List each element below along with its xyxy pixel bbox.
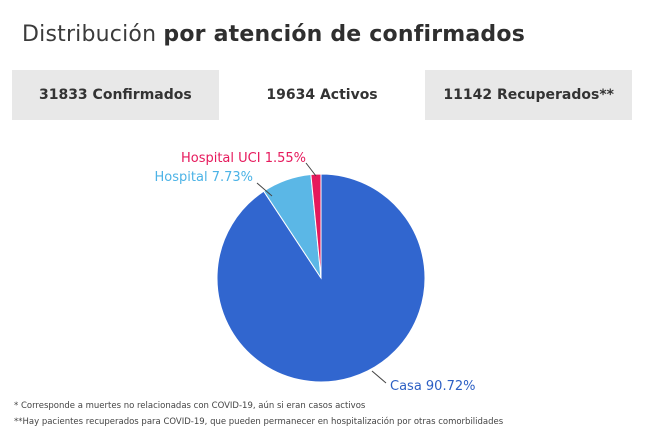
- data-label-hospital: Hospital 7.73%: [155, 170, 253, 185]
- chart-title: Distribución por atención de confirmados: [22, 22, 525, 47]
- pie-slice-hospital-uci: [310, 173, 322, 279]
- data-label-casa: Casa 90.72%: [390, 379, 475, 394]
- footnote-1: * Corresponde a muertes no relacionadas …: [14, 401, 366, 411]
- leader-line-hospital-uci: [305, 162, 317, 177]
- pie-slice-casa: [216, 173, 426, 383]
- leader-line-hospital: [256, 182, 273, 197]
- footnote-2: **Hay pacientes recuperados para COVID-1…: [14, 417, 504, 427]
- leader-line-casa: [371, 370, 387, 384]
- tab-recuperados[interactable]: 11142 Recuperados**: [443, 87, 614, 103]
- tab-confirmados[interactable]: 31833 Confirmados: [38, 87, 192, 103]
- tab-activos[interactable]: 19634 Activos: [218, 70, 426, 120]
- tab-bar: 31833 Confirmados 19634 Activos 11142 Re…: [12, 70, 632, 120]
- chart-title-light: Distribución: [22, 22, 157, 47]
- data-label-hospital-uci: Hospital UCI 1.55%: [181, 151, 306, 166]
- chart-title-bold: por atención de confirmados: [163, 22, 525, 47]
